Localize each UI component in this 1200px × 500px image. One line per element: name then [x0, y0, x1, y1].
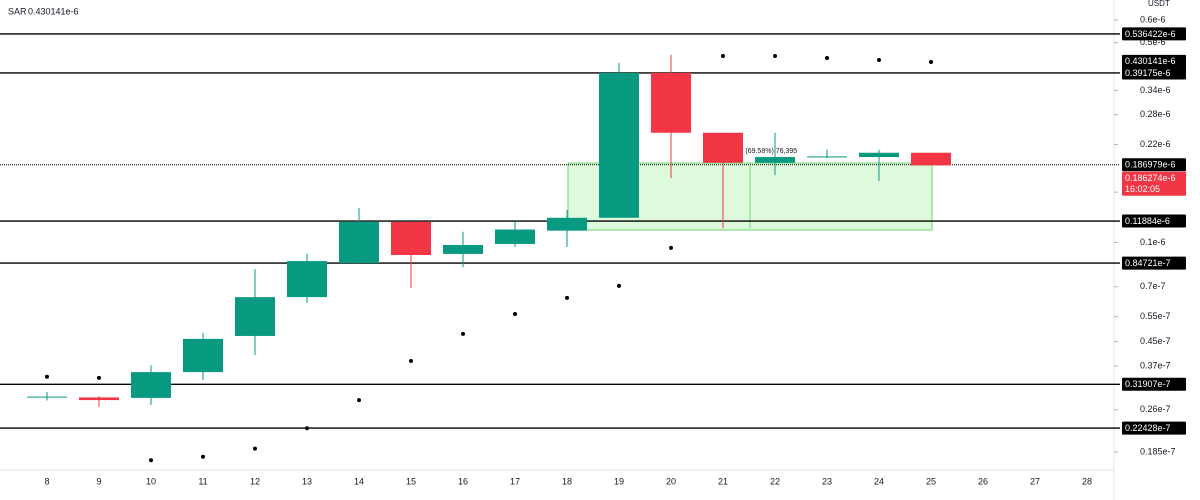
sar-dot [565, 295, 569, 300]
last-price-label: 0.186274e-6 [1125, 173, 1176, 183]
x-tick-label: 28 [1082, 476, 1092, 486]
x-tick-label: 17 [510, 476, 520, 486]
x-tick-label: 16 [458, 476, 468, 486]
sar-dot [461, 331, 465, 336]
sar-dot [97, 375, 101, 380]
candle-body [495, 229, 535, 244]
price-line-box [1122, 158, 1186, 172]
level-label: 0.31907e-7 [1125, 379, 1171, 389]
x-tick-label: 11 [198, 476, 207, 486]
sar-box [1122, 54, 1186, 68]
y-tick-label: 0.185e-7 [1140, 446, 1176, 456]
sar-dot [773, 54, 777, 59]
candle-body [391, 221, 431, 256]
candle-body [339, 221, 379, 264]
x-tick-label: 23 [822, 476, 832, 486]
y-tick-label: 0.5e-6 [1140, 37, 1166, 47]
candle-body [703, 132, 743, 163]
level-label: 0.536422e-6 [1125, 29, 1176, 39]
x-tick-label: 9 [96, 476, 101, 486]
x-tick-label: 13 [302, 476, 312, 486]
sar-dot [149, 458, 153, 463]
level-box [1122, 377, 1186, 391]
x-tick-label: 25 [926, 476, 936, 486]
sar-dot [305, 426, 309, 431]
x-tick-label: 14 [354, 476, 364, 486]
candle-body [911, 152, 951, 166]
sar-dot [721, 54, 725, 59]
x-tick-label: 21 [718, 476, 728, 486]
sar-dot [617, 283, 621, 288]
x-tick-label: 26 [978, 476, 988, 486]
price-line-label: 0.186979e-6 [1125, 160, 1176, 170]
candle-body [443, 244, 483, 254]
level-box [1122, 214, 1186, 228]
candle-body [235, 297, 275, 336]
candle-body [755, 157, 795, 163]
y-tick-label: 0.45e-7 [1140, 336, 1171, 346]
sar-dot [253, 446, 257, 451]
y-tick-label: 0.55e-7 [1140, 311, 1171, 321]
y-tick-label: 0.22e-6 [1140, 139, 1171, 149]
level-label: 0.84721e-7 [1125, 258, 1171, 268]
sar-dot [929, 59, 933, 64]
candle-body [27, 396, 67, 398]
indicator-value: 0.430141e-6 [28, 6, 79, 16]
x-tick-label: 19 [614, 476, 624, 486]
level-label: 0.22428e-7 [1125, 423, 1171, 433]
candle-body [547, 217, 587, 231]
x-tick-label: 27 [1030, 476, 1040, 486]
sar-dot [409, 358, 413, 363]
candle-body [807, 156, 847, 158]
sar-dot [45, 374, 49, 379]
sar-label: 0.430141e-6 [1125, 56, 1176, 66]
x-tick-label: 15 [406, 476, 416, 486]
level-box [1122, 256, 1186, 270]
x-tick-label: 12 [250, 476, 260, 486]
y-tick-label: 0.7e-7 [1140, 281, 1166, 291]
level-label: 0.11884e-6 [1125, 216, 1170, 226]
sar-dot [877, 57, 881, 62]
y-tick-label: 0.37e-7 [1140, 360, 1171, 370]
level-box [1122, 421, 1186, 435]
level-box [1122, 66, 1186, 80]
measure-label: 0.76395e-7 (69.58%) 76,395 [708, 148, 797, 155]
x-tick-label: 24 [874, 476, 884, 486]
y-tick-label: 0.6e-6 [1140, 14, 1166, 24]
indicator-name: SAR [8, 6, 27, 16]
y-tick-label: 0.34e-6 [1140, 85, 1171, 95]
sar-dot [357, 398, 361, 403]
candle-body [131, 372, 171, 398]
x-tick-label: 10 [146, 476, 156, 486]
candle-body [651, 72, 691, 133]
sar-dot [513, 312, 517, 317]
candle-body [859, 152, 899, 158]
sar-dot [201, 454, 205, 459]
candle-body [287, 261, 327, 298]
x-tick-label: 22 [770, 476, 780, 486]
level-box [1122, 27, 1186, 41]
y-tick-label: 0.26e-7 [1140, 404, 1171, 414]
currency: USDT [1148, 0, 1170, 8]
y-tick-label: 0.28e-6 [1140, 109, 1171, 119]
sar-dot [669, 245, 673, 250]
x-tick-label: 18 [562, 476, 572, 486]
countdown: 16:02:05 [1125, 184, 1160, 194]
x-tick-label: 20 [666, 476, 676, 486]
level-label: 0.39175e-6 [1125, 68, 1171, 78]
last-price-box [1122, 171, 1186, 196]
sar-dot [825, 55, 829, 60]
candle-body [599, 72, 639, 218]
y-tick-label: 0.1e-6 [1140, 237, 1166, 247]
candle-body [183, 338, 223, 373]
candle-body [79, 397, 119, 401]
x-tick-label: 8 [44, 476, 49, 486]
